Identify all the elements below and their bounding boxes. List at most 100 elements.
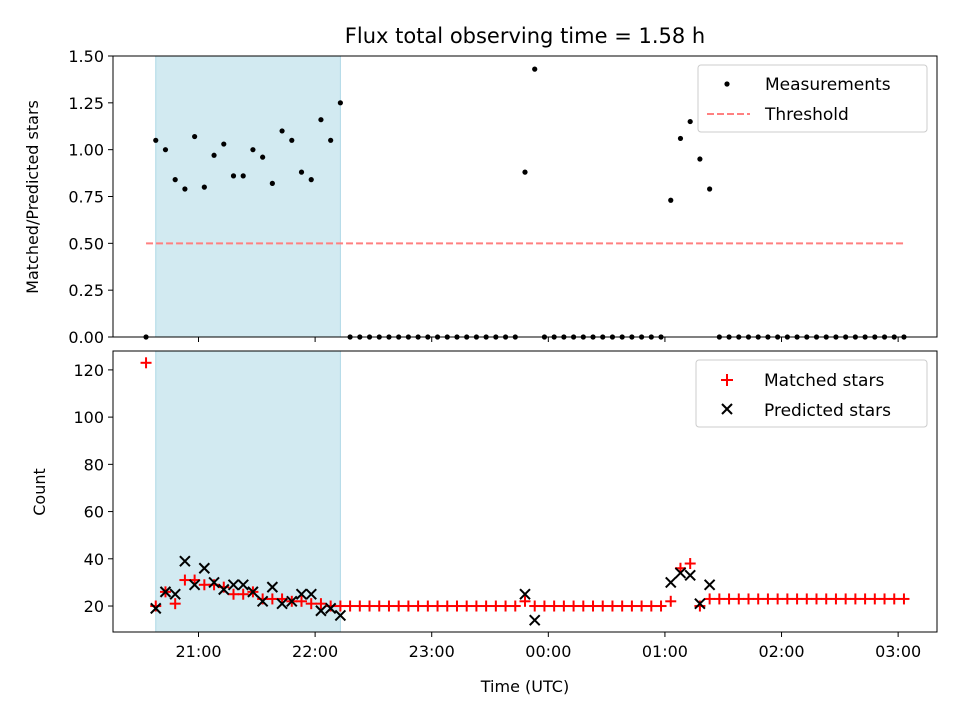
chart-title: Flux total observing time = 1.58 h — [345, 24, 705, 48]
matched-point — [315, 598, 327, 610]
measurement-point — [289, 137, 295, 143]
matched-point — [568, 600, 580, 612]
matched-point — [869, 593, 881, 605]
ratio-y-tick-label: 1.50 — [68, 47, 104, 66]
measurement-point — [172, 177, 178, 183]
predicted-point — [286, 595, 298, 608]
count-x-tick-label: 01:00 — [642, 642, 688, 661]
matched-point — [354, 600, 366, 612]
predicted-point — [266, 581, 279, 593]
ratio-y-ticks: 0.00 0.25 0.50 0.75 1.00 1.25 1.50 — [68, 47, 113, 347]
measurement-point — [677, 135, 684, 142]
matched-point — [412, 600, 424, 612]
ratio-y-tick-label: 1.25 — [68, 94, 104, 113]
measurement-point — [308, 177, 314, 183]
matched-point — [509, 600, 521, 612]
matched-point — [665, 595, 677, 607]
ratio-panel: 0.00 0.25 0.50 0.75 1.00 1.25 1.50 Matched/Pre… — [23, 47, 938, 347]
matched-point — [781, 593, 793, 605]
matched-point — [859, 593, 871, 605]
legend-predicted-label: Predicted stars — [764, 401, 891, 421]
count-y-tick-label: 40 — [84, 550, 104, 569]
measurement-point — [211, 152, 217, 158]
measurement-point — [240, 173, 246, 179]
matched-point — [500, 600, 512, 612]
predicted-point — [674, 567, 687, 579]
count-y-axis-label: Count — [30, 468, 49, 516]
measurement-point — [668, 197, 674, 203]
ratio-legend: Measurements Threshold — [697, 64, 928, 133]
matched-point — [383, 600, 395, 612]
matched-point — [373, 600, 385, 612]
count-plot-area — [140, 350, 910, 633]
predicted-point — [519, 588, 531, 600]
matched-point — [645, 600, 657, 612]
matched-point — [198, 579, 210, 591]
measurement-point — [697, 156, 703, 162]
matched-point — [655, 600, 667, 612]
matched-point — [713, 593, 725, 605]
ratio-y-tick-label: 0.00 — [68, 328, 104, 347]
matched-point — [840, 593, 852, 605]
legend-matched-marker — [721, 374, 733, 386]
matched-point — [451, 600, 463, 612]
matched-point — [811, 593, 823, 605]
measurement-point — [532, 66, 538, 72]
predicted-point — [694, 597, 706, 610]
matched-point — [752, 593, 764, 605]
measurement-point — [318, 117, 324, 123]
matched-point — [179, 574, 191, 586]
predicted-point — [247, 586, 259, 598]
matched-point — [538, 600, 550, 612]
count-x-tick-label: 03:00 — [875, 642, 921, 661]
legend-matched-label: Matched stars — [764, 371, 884, 391]
matched-point — [237, 588, 249, 600]
count-y-tick-label: 120 — [73, 361, 104, 380]
count-observing-span — [155, 350, 341, 633]
predicted-point — [334, 609, 347, 622]
measurement-point — [687, 118, 693, 125]
count-legend-box — [695, 359, 928, 428]
count-x-tick-label: 00:00 — [525, 642, 571, 661]
predicted-point — [218, 583, 230, 596]
matched-point — [393, 600, 405, 612]
measurement-point — [153, 137, 159, 143]
count-panel: 20 40 60 80 100 120 21:00 22:00 23:00 00:00 01:00… — [30, 350, 938, 696]
matched-point — [169, 598, 181, 610]
legend-predicted-marker — [721, 403, 733, 415]
predicted-point — [188, 579, 201, 591]
matched-point — [432, 600, 444, 612]
predicted-point — [295, 588, 308, 600]
matched-point — [626, 600, 638, 612]
matched-point — [519, 595, 531, 607]
measurement-point — [260, 154, 266, 160]
matched-point — [334, 600, 346, 612]
matched-point — [733, 593, 745, 605]
count-x-tick-label: 02:00 — [758, 642, 804, 661]
measurement-point — [162, 147, 169, 153]
predicted-point — [315, 605, 327, 617]
predicted-point — [324, 602, 337, 615]
predicted-point — [169, 588, 181, 600]
predicted-point — [150, 602, 162, 615]
matched-point — [849, 593, 861, 605]
matched-point — [402, 600, 414, 612]
predicted-point — [684, 569, 696, 582]
matched-point — [694, 600, 706, 612]
count-y-ticks: 20 40 60 80 100 120 — [73, 361, 113, 616]
predicted-point — [529, 614, 541, 626]
predicted-point — [665, 576, 677, 589]
count-x-ticks: 21:00 22:00 23:00 00:00 01:00 02:00 03:00 — [175, 632, 921, 661]
count-y-tick-label: 20 — [84, 597, 104, 616]
matched-point — [597, 600, 609, 612]
ratio-y-axis-label: Matched/Predicted stars — [23, 100, 42, 294]
matched-point — [140, 357, 152, 369]
count-legend: Matched stars Predicted stars — [695, 359, 928, 428]
predicted-point — [703, 579, 716, 591]
matched-point — [461, 600, 473, 612]
matched-point — [480, 600, 492, 612]
matched-point — [587, 600, 599, 612]
predicted-point — [159, 586, 172, 598]
matched-point — [441, 600, 453, 612]
measurement-point — [221, 141, 227, 147]
